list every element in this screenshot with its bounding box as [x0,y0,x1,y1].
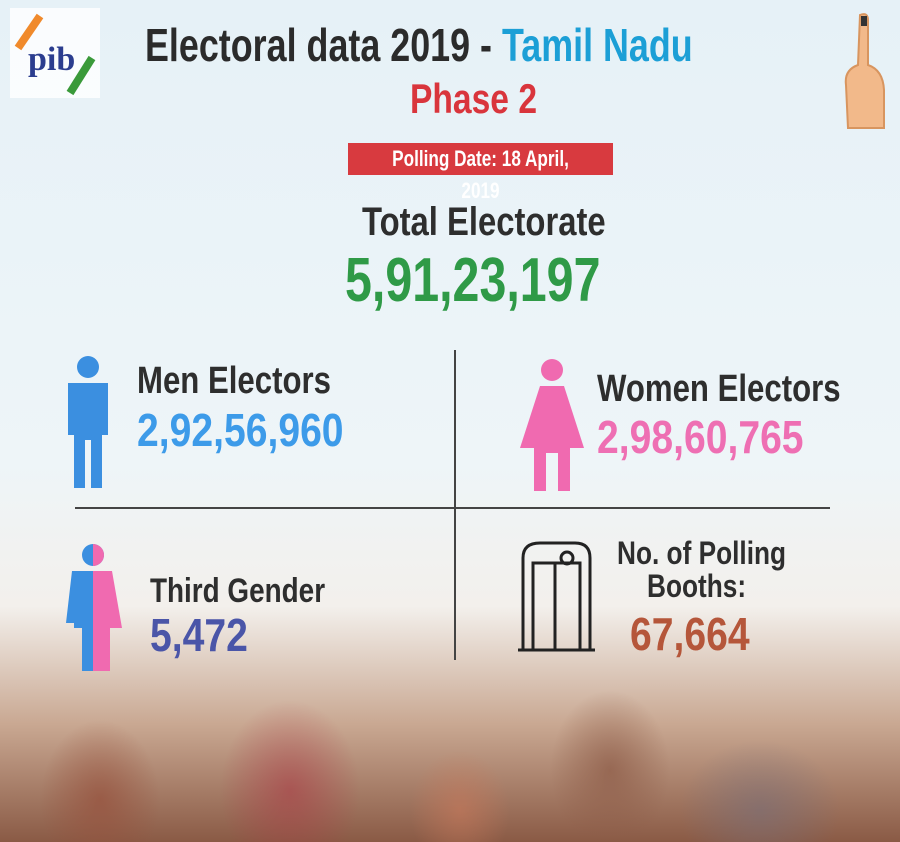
svg-text:pib: pib [28,41,75,78]
total-electorate-value: 5,91,23,197 [345,246,601,315]
horizontal-divider [75,507,830,509]
title-text: Electoral data 2019 - [145,19,502,71]
women-electors-label: Women Electors [597,368,841,410]
booths-value: 67,664 [630,608,750,660]
booths-label-line1: No. of Polling [617,535,787,571]
state-name: Tamil Nadu [501,19,693,71]
men-electors-label: Men Electors [137,360,331,402]
women-electors-value: 2,98,60,765 [597,411,804,463]
page-title: Electoral data 2019 - Tamil Nadu [145,18,693,72]
phase-label: Phase 2 [410,75,538,122]
man-icon [68,356,108,488]
third-gender-value: 5,472 [150,609,248,661]
polling-booth-icon [518,541,595,652]
crowd-photo-background [0,600,900,842]
men-electors-value: 2,92,56,960 [137,404,344,456]
third-gender-label: Third Gender [150,572,326,610]
polling-date-badge: Polling Date: 18 April, 2019 [348,143,613,203]
woman-icon [520,359,584,491]
third-gender-icon [66,544,122,671]
booths-label-line2: Booths: [647,568,747,604]
vertical-divider [454,350,456,660]
pib-logo: pib [10,8,100,98]
polling-date-text: Polling Date: 18 April, 2019 [392,146,569,203]
total-electorate-label: Total Electorate [362,200,606,244]
inked-finger-icon [844,13,885,129]
